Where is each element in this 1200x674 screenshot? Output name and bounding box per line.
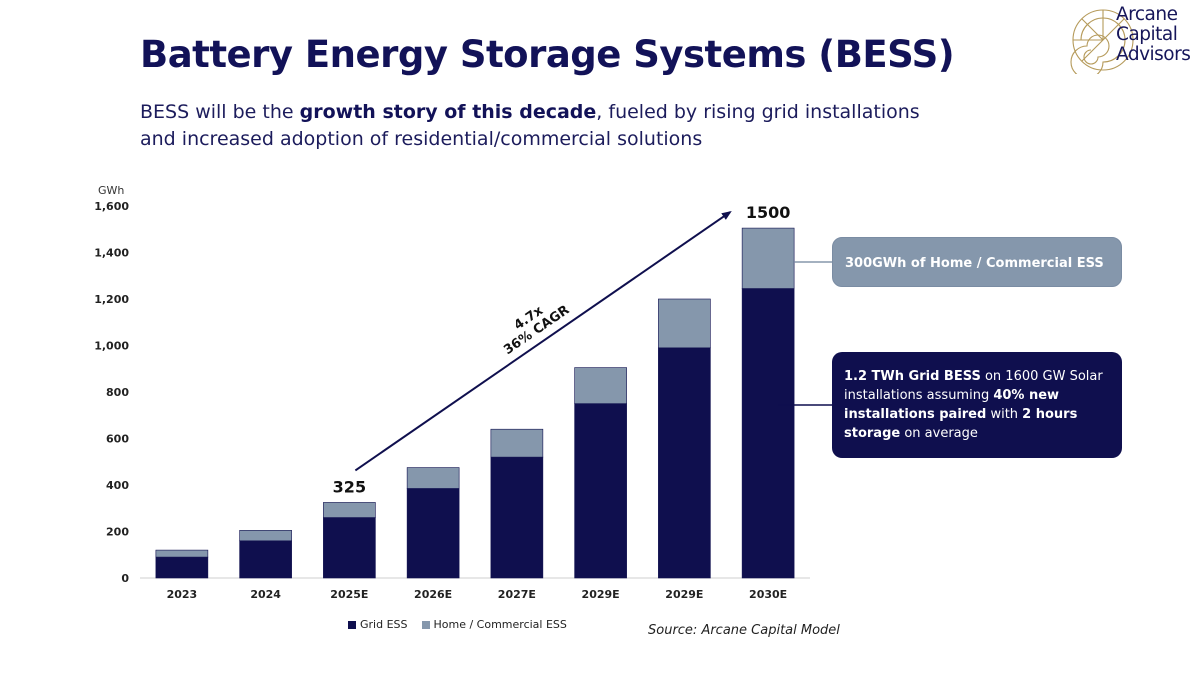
logo-line: Advisors [1116,44,1191,65]
y-axis-unit-label: GWh [98,184,125,197]
subtitle-highlight: growth story of this decade [299,101,597,123]
y-tick-label: 1,400 [94,247,129,260]
bar-home-commercial-ess [574,367,627,404]
x-tick-label: 2027E [498,588,536,601]
y-tick-label: 0 [121,572,129,585]
subtitle-text-end: , fueled by rising grid installations an… [140,101,920,150]
home-ess-callout: 300GWh of Home / Commercial ESS [832,237,1122,287]
bar-grid-ess [490,456,544,579]
bar-grid-ess [658,347,711,579]
bar-grid-ess [155,556,209,579]
callout-highlight: 2 hours storage [844,407,1078,441]
bar-grid-ess [406,488,460,579]
legend-label: Home / Commercial ESS [433,618,567,631]
legend-label: Grid ESS [360,618,408,631]
legend-item-home-ess: Home / Commercial ESS [421,618,567,631]
y-tick-label: 1,000 [94,340,129,353]
x-tick-label: 2025E [330,588,368,601]
logo-line: Arcane [1116,4,1178,25]
source-note: Source: Arcane Capital Model [648,623,840,638]
subtitle-text-start: BESS will be the [140,101,300,123]
legend-item-grid-ess: Grid ESS [348,618,408,631]
x-tick-label: 2029E [582,588,620,601]
company-logo-text: Arcane Capital Advisors [1116,5,1200,65]
logo-line: Capital [1116,24,1178,45]
chart-legend: Grid ESS Home / Commercial ESS [348,618,567,631]
x-tick-label: 2026E [414,588,452,601]
bar-home-commercial-ess [741,227,795,289]
grid-bess-callout: 1.2 TWh Grid BESS on 1600 GW Solar insta… [832,352,1122,458]
y-tick-label: 1,600 [94,200,129,213]
x-tick-label: 2030E [749,588,787,601]
bar-grid-ess [323,517,376,579]
bar-grid-ess [574,403,627,579]
bar-grid-ess [741,288,795,579]
home-ess-callout-text: 300GWh of Home / Commercial ESS [845,256,1104,271]
callout-text: with [986,407,1023,422]
bar-home-commercial-ess [239,530,292,542]
x-tick-label: 2023 [167,588,198,601]
page-subtitle: BESS will be the growth story of this de… [140,99,960,153]
y-tick-label: 400 [106,479,129,492]
callout-text: on 1600 GW Solar installations assuming [844,369,1103,403]
bar-total-label: 325 [333,477,366,496]
bar-grid-ess [239,540,292,579]
growth-arrow [354,210,732,472]
y-tick-label: 600 [106,433,129,446]
bar-home-commercial-ess [155,549,209,558]
callout-highlight: 1.2 TWh Grid BESS [844,369,981,384]
y-tick-label: 200 [106,526,129,539]
bar-total-label: 1500 [746,203,791,222]
bar-home-commercial-ess [323,502,376,518]
callout-highlight: 40% new installations paired [844,388,1060,422]
page-title: Battery Energy Storage Systems (BESS) [140,33,955,76]
bar-home-commercial-ess [658,298,711,349]
bar-home-commercial-ess [406,467,460,489]
x-tick-label: 2029E [665,588,703,601]
x-tick-label: 2024 [250,588,281,601]
callout-text: on average [900,426,978,441]
bar-home-commercial-ess [490,428,544,458]
legend-swatch [421,620,430,629]
nautilus-shell-icon [1070,9,1134,74]
y-tick-label: 800 [106,386,129,399]
legend-swatch [348,620,356,629]
y-tick-label: 1,200 [94,293,129,306]
